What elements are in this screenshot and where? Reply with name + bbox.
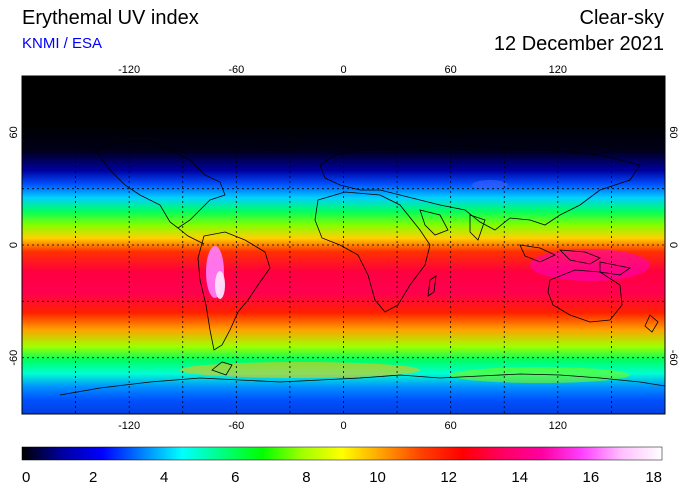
colorbar-tick-label: 6 xyxy=(231,469,239,486)
longitude-tick-label: 120 xyxy=(549,64,567,76)
colorbar-tick-label: 8 xyxy=(302,469,310,486)
colorbar-tick-label: 4 xyxy=(160,469,168,486)
source-label: KNMI / ESA xyxy=(22,35,103,52)
longitude-bottom-labels: -120 -60 0 60 120 xyxy=(118,420,567,432)
latitude-tick-label: 60 xyxy=(8,126,20,138)
graticule xyxy=(22,76,665,414)
longitude-tick-label: -60 xyxy=(228,420,244,432)
longitude-tick-label: 60 xyxy=(445,64,457,76)
date-label: 12 December 2021 xyxy=(493,33,664,55)
map-title: Erythemal UV index xyxy=(22,7,199,29)
latitude-tick-label: -60 xyxy=(8,350,20,366)
colorbar xyxy=(21,446,663,461)
uv-highlights xyxy=(180,180,650,383)
latitude-right-labels: 60 0 -60 xyxy=(667,126,679,365)
longitude-tick-label: 120 xyxy=(549,420,567,432)
colorbar-tick-label: 10 xyxy=(369,469,386,486)
colorbar-tick-label: 16 xyxy=(583,469,600,486)
colorbar-tick-label: 0 xyxy=(22,469,30,486)
sky-mode-label: Clear-sky xyxy=(579,7,664,29)
longitude-top-labels: -120 -60 0 60 120 xyxy=(118,64,567,76)
map-frame xyxy=(21,75,666,415)
longitude-tick-label: 0 xyxy=(340,64,346,76)
colorbar-tick-label: 12 xyxy=(440,469,457,486)
longitude-tick-label: 0 xyxy=(340,420,346,432)
latitude-left-labels: 60 0 -60 xyxy=(8,126,20,365)
colorbar-tick-label: 2 xyxy=(89,469,97,486)
latitude-tick-label: 0 xyxy=(8,242,20,248)
latitude-tick-label: 0 xyxy=(667,242,679,248)
latitude-tick-label: 60 xyxy=(667,126,679,138)
longitude-tick-label: -120 xyxy=(118,420,140,432)
colorbar-tick-label: 18 xyxy=(645,469,662,486)
longitude-tick-label: -60 xyxy=(228,64,244,76)
longitude-tick-label: 60 xyxy=(445,420,457,432)
latitude-tick-label: -60 xyxy=(667,350,679,366)
colorbar-tick-labels: 0 2 4 6 8 10 12 14 16 18 xyxy=(22,469,662,486)
longitude-tick-label: -120 xyxy=(118,64,140,76)
colorbar-tick-label: 14 xyxy=(511,469,528,486)
